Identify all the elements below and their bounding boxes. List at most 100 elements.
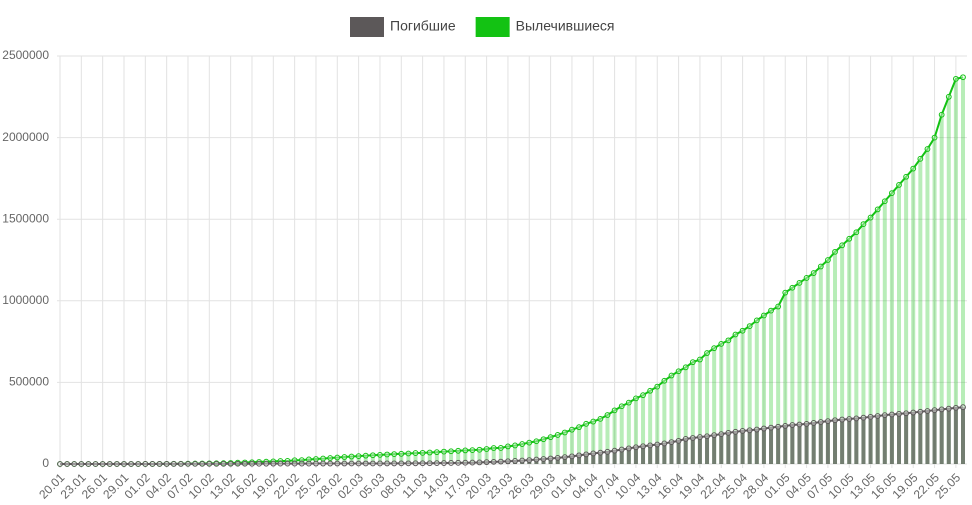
point [911,166,916,171]
point [299,461,304,466]
point [619,404,624,409]
point [769,425,774,430]
point [961,405,966,410]
bar [762,429,766,464]
bar [918,412,922,464]
bar [790,425,794,464]
point [434,461,439,466]
point [413,451,418,456]
point [698,357,703,362]
bar [961,407,965,464]
point [783,290,788,295]
bar [698,437,702,464]
point [826,419,831,424]
point [392,452,397,457]
bar [812,423,816,464]
point [470,448,475,453]
point [385,452,390,457]
point [65,462,70,467]
point [107,462,112,467]
point [648,388,653,393]
point [925,409,930,414]
point [555,433,560,438]
point [811,421,816,426]
bar [933,410,937,464]
point [804,421,809,426]
point [719,341,724,346]
point [114,462,119,467]
bar [684,439,688,464]
point [349,461,354,466]
point [570,454,575,459]
point [406,461,411,466]
point [783,424,788,429]
point [641,444,646,449]
point [875,207,880,212]
point [242,461,247,466]
point [897,183,902,188]
point [321,461,326,466]
point [584,452,589,457]
point [420,461,425,466]
point [129,462,134,467]
point [449,449,454,454]
point [875,414,880,419]
point [669,373,674,378]
point [193,461,198,466]
bar [861,418,865,464]
point [726,338,731,343]
point [498,446,503,451]
bar [869,417,873,464]
point [534,439,539,444]
point [932,408,937,413]
point [548,456,553,461]
point [762,426,767,431]
point [605,449,610,454]
point [328,456,333,461]
point [221,461,226,466]
bar [883,415,887,464]
point [370,461,375,466]
point [733,332,738,337]
point [356,454,361,459]
point [427,450,432,455]
point [72,462,77,467]
point [719,432,724,437]
point [477,460,482,465]
bar [677,441,681,464]
point [619,447,624,452]
point [306,461,311,466]
bar [876,416,880,464]
point [626,446,631,451]
point [491,459,496,464]
point [406,451,411,456]
point [854,416,859,421]
point [690,360,695,365]
point [904,411,909,416]
point [164,462,169,467]
point [235,461,240,466]
point [498,459,503,464]
point [420,450,425,455]
point [506,459,511,464]
point [86,462,91,467]
point [676,369,681,374]
point [264,461,269,466]
point [278,461,283,466]
point [932,135,937,140]
point [662,378,667,383]
point [577,425,582,430]
point [584,421,589,426]
bar [840,420,844,464]
point [456,460,461,465]
bar [741,431,745,464]
point [527,458,532,463]
point [520,458,525,463]
point [271,461,276,466]
point [356,461,361,466]
bar [712,435,716,464]
point [449,461,454,466]
point [776,424,781,429]
point [797,280,802,285]
